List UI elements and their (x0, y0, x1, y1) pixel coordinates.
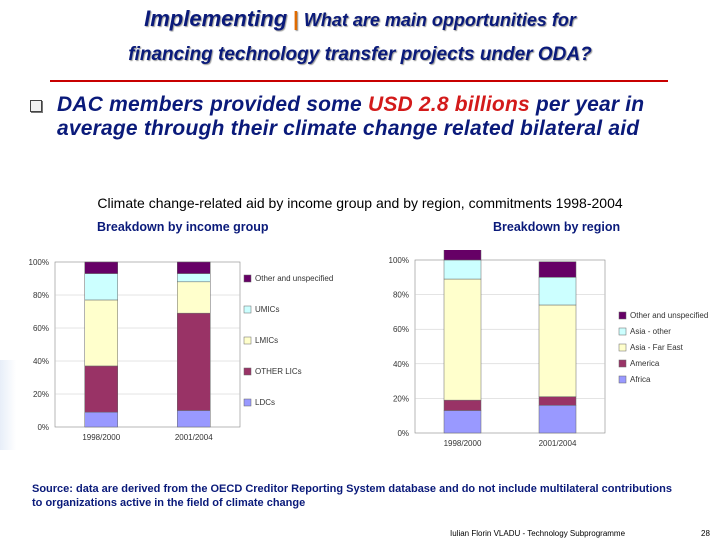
bar-asia-far-east-2001-2004 (538, 304, 577, 397)
region-chart: 0% 20% 40% 60% 80% 100% 1998/2000 2001/2004 Othe… (389, 250, 708, 448)
legend-swatch-other-lics (243, 367, 252, 376)
y-tick-label: 60% (393, 325, 409, 334)
title-separator: | (287, 9, 304, 31)
bar-ldcs-1998-2000 (84, 411, 118, 428)
legend-label-other-and-unspecified: Other and unspecified (255, 274, 333, 283)
legend-swatch-america (618, 359, 627, 368)
bar-other-and-unspecified-1998-2000 (443, 250, 482, 261)
bar-other-and-unspecified-2001-2004 (538, 261, 577, 278)
title-question: What are main opportunities for (303, 10, 576, 30)
plot-area (414, 259, 606, 434)
bullet-text-pre: DAC members provided some (57, 93, 368, 116)
page-number: 28 (701, 529, 710, 538)
legend-label-other-and-unspecified: Other and unspecified (630, 311, 708, 320)
bar-other-and-unspecified-1998-2000 (84, 261, 118, 274)
legend-swatch-asia-far-east (618, 343, 627, 352)
bar-asia-far-east-1998-2000 (443, 278, 482, 401)
bar-lmics-1998-2000 (84, 299, 118, 367)
bar-umics-1998-2000 (84, 273, 118, 301)
title-line-2: financing technology transfer projects u… (128, 44, 592, 65)
y-tick-label: 0% (397, 429, 409, 438)
left-chart-subtitle: Breakdown by income group (97, 220, 269, 234)
y-tick-label: 100% (389, 256, 409, 265)
title-main: Implementing (144, 6, 288, 31)
y-tick-label: 60% (33, 324, 49, 333)
bar-lmics-2001-2004 (177, 281, 211, 314)
x-tick-label: 2001/2004 (175, 433, 213, 442)
x-tick-label: 1998/2000 (444, 439, 482, 448)
y-tick-label: 80% (33, 291, 49, 300)
legend-swatch-lmics (243, 336, 252, 345)
bar-asia-other-2001-2004 (538, 277, 577, 306)
legend-swatch-other-and-unspecified (618, 311, 627, 320)
y-tick-label: 20% (393, 394, 409, 403)
bar-africa-1998-2000 (443, 410, 482, 434)
legend-swatch-umics (243, 305, 252, 314)
bar-africa-2001-2004 (538, 405, 577, 434)
plot-area (54, 261, 241, 428)
legend-swatch-asia-other (618, 327, 627, 336)
y-tick-label: 100% (29, 258, 49, 267)
bullet-icon (30, 100, 42, 112)
bullet-highlight: USD 2.8 billions (367, 93, 530, 116)
bar-asia-other-1998-2000 (443, 259, 482, 280)
figure-title: Climate change-related aid by income gro… (97, 195, 623, 211)
legend-label-africa: Africa (630, 375, 651, 384)
y-tick-label: 80% (393, 291, 409, 300)
bullet-text: DAC members provided some USD 2.8 billio… (57, 93, 697, 141)
bar-america-1998-2000 (443, 399, 482, 411)
bullet-text-post: per year in average through their climat… (57, 93, 645, 140)
legend-label-america: America (630, 359, 660, 368)
income-group-chart: 0% 20% 40% 60% 80% 100% 1998/2000 2001/2004 Othe… (29, 258, 334, 442)
bar-ldcs-2001-2004 (177, 410, 211, 428)
legend-swatch-ldcs (243, 398, 252, 407)
bar-umics-2001-2004 (177, 273, 211, 283)
y-tick-label: 0% (37, 423, 49, 432)
right-chart-subtitle: Breakdown by region (493, 220, 621, 234)
x-tick-label: 1998/2000 (82, 433, 120, 442)
legend-label-other-lics: OTHER LICs (255, 367, 302, 376)
slide-title: Implementing | What are main opportuniti… (0, 6, 720, 32)
title-rule (50, 80, 668, 82)
legend-swatch-other-and-unspecified (243, 274, 252, 283)
y-tick-label: 40% (393, 360, 409, 369)
bar-other-lics-1998-2000 (84, 365, 118, 413)
bar-other-lics-2001-2004 (177, 312, 211, 411)
legend-swatch-africa (618, 375, 627, 384)
footer-author: Iulian Florin VLADU - Technology Subprog… (450, 529, 626, 538)
bar-america-2001-2004 (538, 396, 577, 406)
legend-label-ldcs: LDCs (255, 398, 275, 407)
legend-label-asia-other: Asia - other (630, 327, 671, 336)
source-note: Source: data are derived from the OECD C… (32, 483, 672, 509)
background-watermark (0, 360, 16, 450)
x-tick-label: 2001/2004 (539, 439, 577, 448)
legend-label-umics: UMICs (255, 305, 279, 314)
y-tick-label: 40% (33, 357, 49, 366)
legend-label-lmics: LMICs (255, 336, 278, 345)
bar-other-and-unspecified-2001-2004 (177, 261, 211, 274)
legend-label-asia-far-east: Asia - Far East (630, 343, 684, 352)
y-tick-label: 20% (33, 390, 49, 399)
